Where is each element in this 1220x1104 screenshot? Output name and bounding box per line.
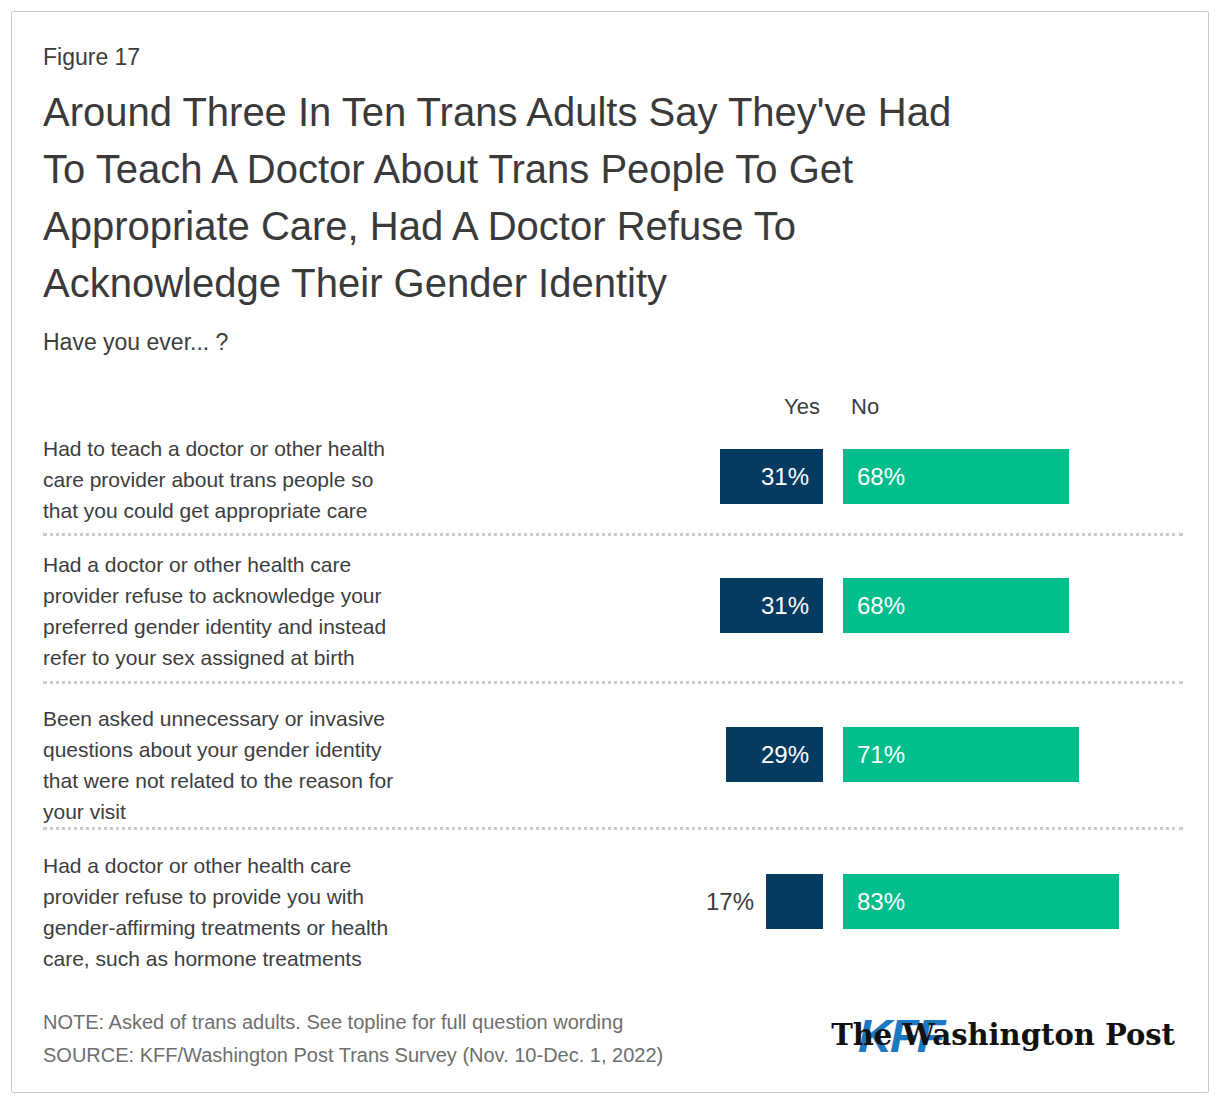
row-divider <box>43 681 1183 684</box>
no-value-label: 68% <box>857 463 905 490</box>
yes-value-label: 31% <box>761 592 809 619</box>
chart-subtitle: Have you ever... ? <box>43 329 228 356</box>
kff-figure-card: { "figure_label": "Figure 17", "title_li… <box>0 0 1220 1104</box>
chart-title: Around Three In Ten Trans Adults Say The… <box>43 84 1193 312</box>
washington-post-logo: The Washington Post <box>831 1018 1175 1052</box>
no-value-label: 68% <box>857 592 905 619</box>
bar-row: 17% 17% 83% <box>0 874 1220 929</box>
row-divider <box>43 533 1183 536</box>
no-bar: 68% <box>843 449 1069 504</box>
yes-value-label: 31% <box>761 463 809 490</box>
legend-no-label: No <box>851 394 879 420</box>
no-bar: 83% <box>843 874 1119 929</box>
no-bar: 68% <box>843 578 1069 633</box>
bar-row: 29% 29% 71% <box>0 727 1220 782</box>
bar-row: 31% 31% 68% <box>0 449 1220 504</box>
row-divider <box>43 827 1183 830</box>
yes-value-label: 29% <box>761 741 809 768</box>
yes-value-outside-label: 17% <box>706 874 754 929</box>
no-bar: 71% <box>843 727 1079 782</box>
yes-bar: 17% <box>766 874 823 929</box>
no-value-label: 71% <box>857 741 905 768</box>
yes-bar: 31% <box>720 578 823 633</box>
legend-yes-label: Yes <box>784 394 820 420</box>
bar-row: 31% 31% 68% <box>0 578 1220 633</box>
figure-label: Figure 17 <box>43 44 140 71</box>
yes-bar: 31% <box>720 449 823 504</box>
no-value-label: 83% <box>857 888 905 915</box>
yes-bar: 29% <box>726 727 823 782</box>
footer-note-source: NOTE: Asked of trans adults. See topline… <box>43 1006 803 1072</box>
